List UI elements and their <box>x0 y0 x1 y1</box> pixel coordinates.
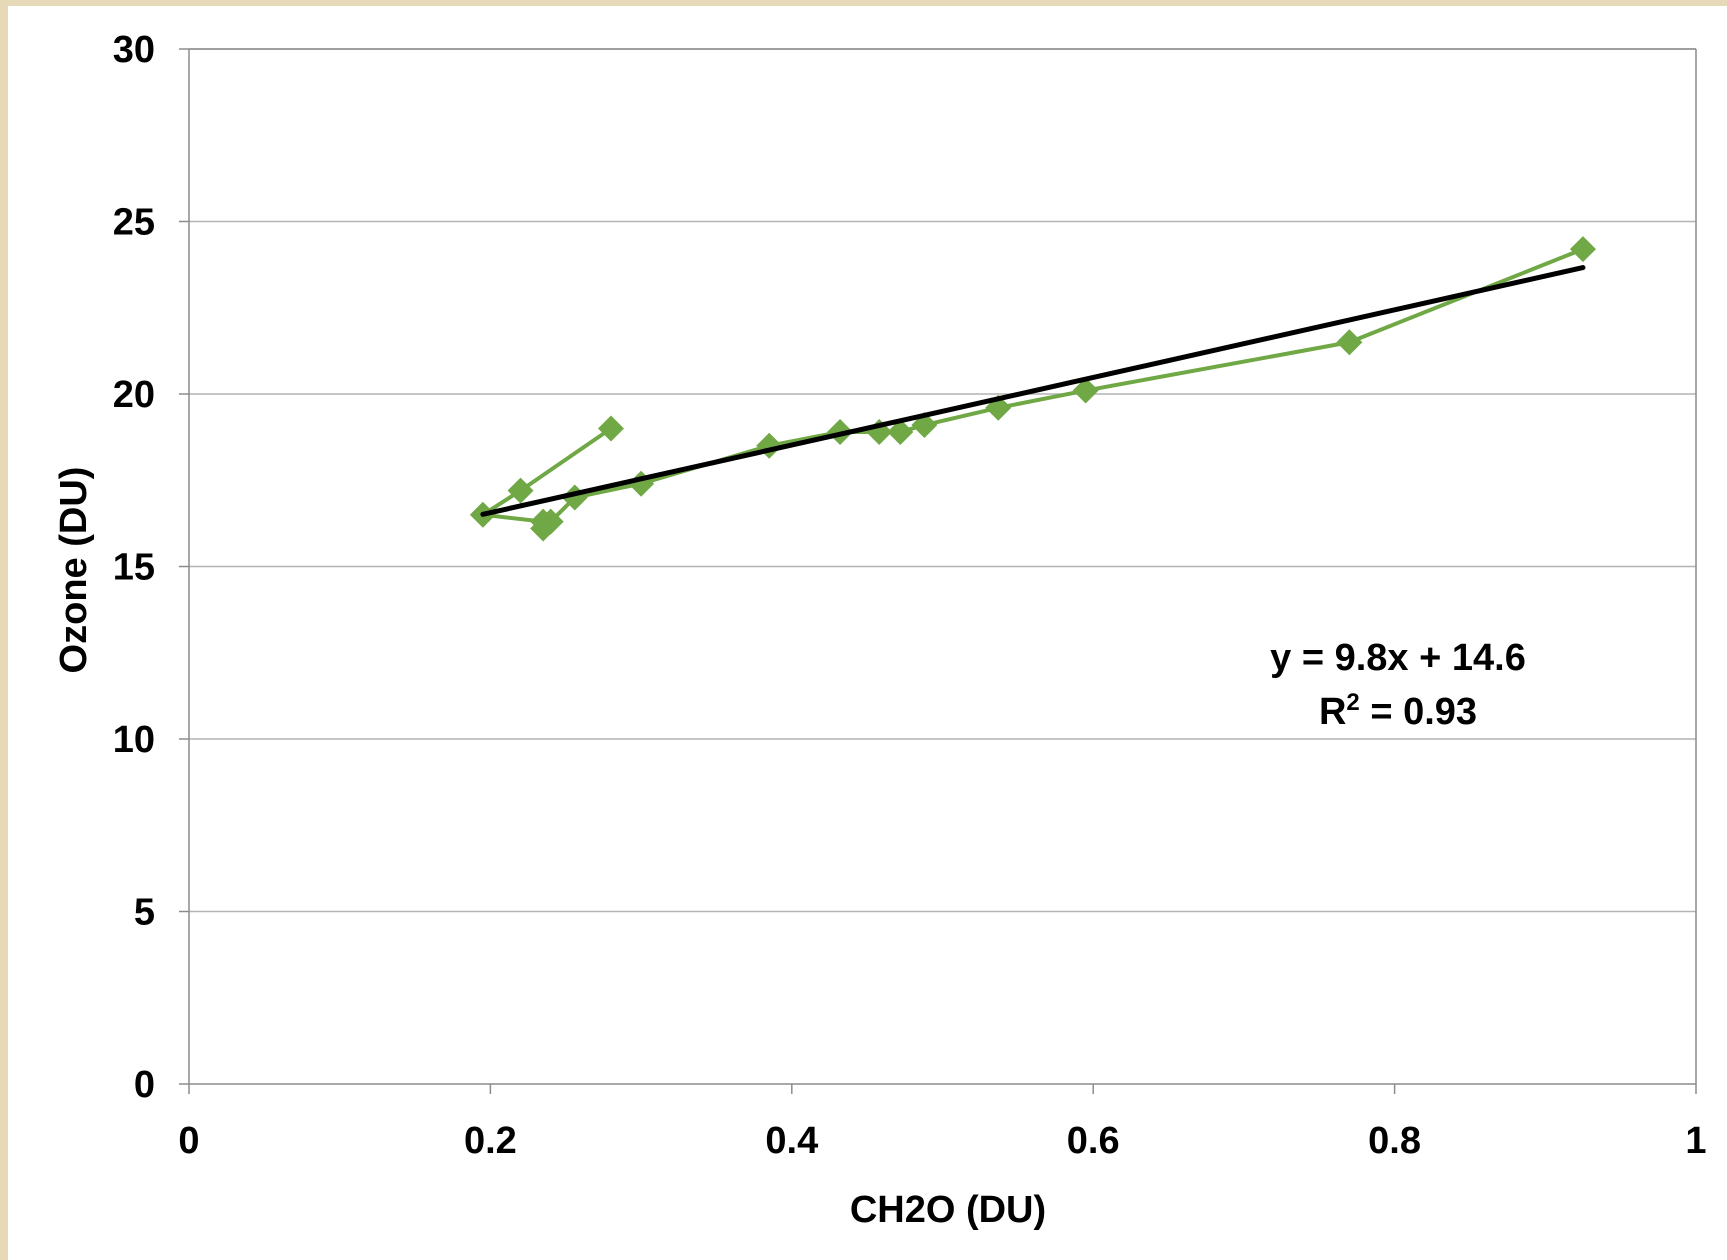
data-point-marker <box>537 508 564 535</box>
grid-layer <box>189 48 1696 913</box>
r-squared-superscript: 2 <box>1346 689 1359 716</box>
y-tick-label: 30 <box>113 29 155 71</box>
x-tick-label: 0.8 <box>1368 1120 1421 1162</box>
y-tick-label: 0 <box>134 1064 155 1106</box>
data-point-marker <box>1569 236 1596 263</box>
data-point-marker <box>597 415 624 442</box>
trendline-r-squared: R2 = 0.93 <box>1319 689 1477 733</box>
x-tick-label: 0.4 <box>765 1120 818 1162</box>
trendline <box>480 265 1586 517</box>
y-tick-label: 10 <box>113 719 155 761</box>
data-point-marker <box>1072 377 1099 404</box>
data-point-marker <box>1336 329 1363 356</box>
trendline-equation: y = 9.8x + 14.6 <box>1270 637 1526 679</box>
y-tick-label: 25 <box>113 202 155 244</box>
x-tick-labels: 0 0.2 0.4 0.6 0.8 1 <box>178 1120 1706 1162</box>
data-point-marker <box>887 418 914 445</box>
scatter-chart: 0 5 10 15 20 25 30 0 0.2 0.4 0.6 0.8 1 CH2O (DU) Oz… <box>53 29 1707 1231</box>
trendline-layer <box>480 265 1586 517</box>
data-point-marker <box>507 477 534 504</box>
x-tick-label: 0 <box>178 1120 199 1162</box>
y-axis-title: Ozone (DU) <box>53 467 95 674</box>
x-tick-label: 1 <box>1685 1120 1706 1162</box>
x-tick-label: 0.2 <box>464 1120 517 1162</box>
y-tick-label: 15 <box>113 547 155 589</box>
x-axis-title: CH2O (DU) <box>850 1189 1046 1231</box>
chart-frame: 0 5 10 15 20 25 30 0 0.2 0.4 0.6 0.8 1 CH2O (DU) Oz… <box>8 6 1727 1260</box>
x-tick-label: 0.6 <box>1067 1120 1120 1162</box>
y-tick-label: 20 <box>113 374 155 416</box>
r-squared-value: = 0.93 <box>1360 691 1477 733</box>
y-tick-labels: 0 5 10 15 20 25 30 <box>113 29 155 1106</box>
axis-layer <box>179 48 1697 1094</box>
r-squared-prefix: R <box>1319 691 1346 733</box>
y-tick-label: 5 <box>134 892 155 934</box>
